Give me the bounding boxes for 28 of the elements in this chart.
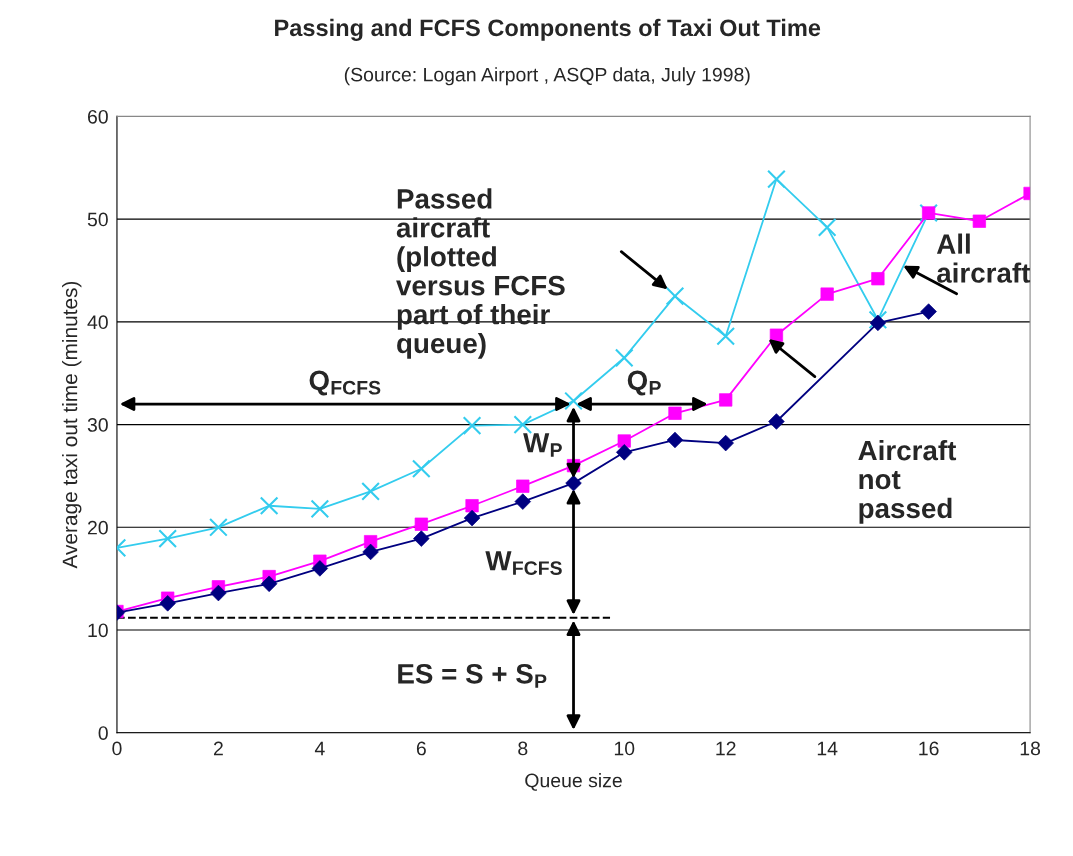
x-tick-label: 18 (1020, 741, 1041, 756)
x-tick-label: 0 (112, 741, 122, 756)
annotation: W$_{FCFS}$ (485, 551, 562, 575)
annotation: ES = S + S$_{P}$ (398, 663, 547, 688)
y-tick-label: 10 (88, 623, 108, 638)
y-tick-label: 30 (87, 418, 108, 432)
x-tick-label: 2 (213, 741, 223, 756)
y-tick-label: 50 (87, 212, 108, 227)
chart-subtitle: (Source: Logan Airport , ASQP data, July 1998) (344, 67, 750, 86)
x-tick-label: 6 (416, 741, 426, 756)
annotation: Q$_{P}$ (627, 370, 661, 396)
text: Aircraft not passed (858, 439, 957, 524)
x-tick-label: 8 (518, 741, 528, 756)
x-tick-label: 4 (314, 741, 325, 756)
x-tick-label: 14 (817, 741, 838, 756)
annotation: Q$_{FCFS}$ (309, 370, 381, 396)
y-tick-label: 40 (87, 315, 108, 330)
series-label: All aircraft (936, 233, 1031, 283)
annotation: W$_{P}$ (523, 433, 562, 457)
x-tick-label: 10 (614, 741, 635, 756)
y-tick-label: 0 (98, 726, 108, 740)
y-tick-label: 20 (87, 520, 108, 535)
x-tick-label: 12 (716, 741, 736, 756)
y-axis-title: Average taxi out time (minutes) (62, 281, 82, 569)
x-tick-label: 16 (919, 741, 939, 756)
y-tick-label: 60 (87, 109, 108, 124)
chart-title: Passing and FCFS Components of Taxi Out Time (275, 18, 821, 41)
x-axis-title: Queue size (525, 773, 622, 791)
